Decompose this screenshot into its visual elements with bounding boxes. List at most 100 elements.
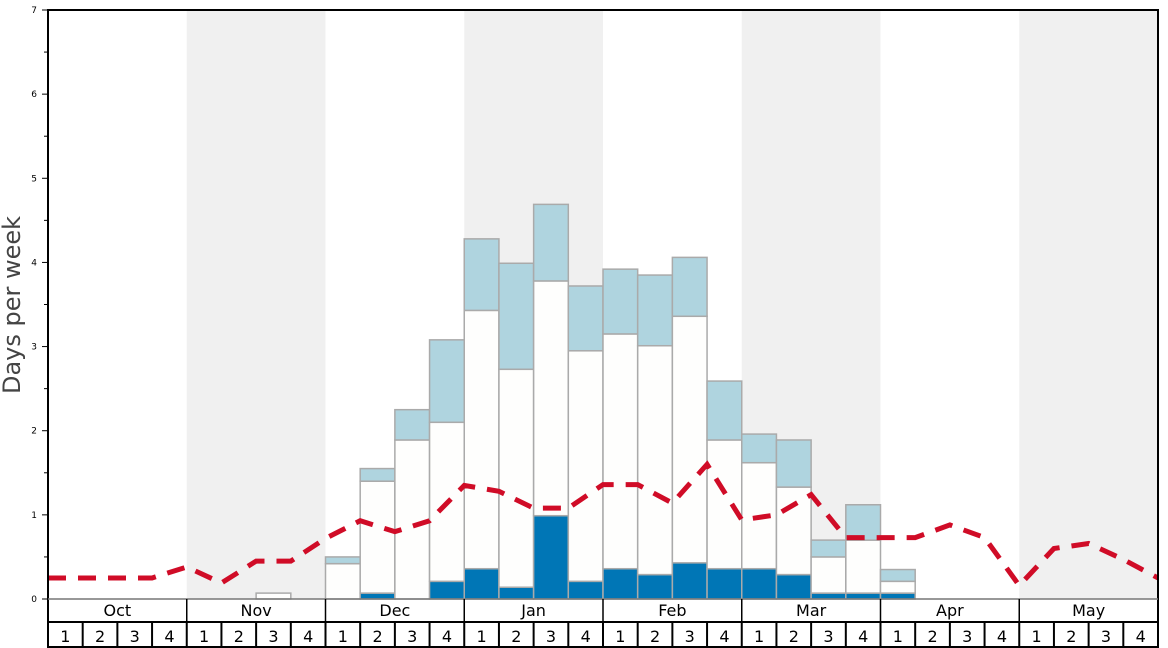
- week-label: 2: [511, 627, 521, 646]
- bar-bottom-segment: [810, 592, 847, 600]
- week-label: 1: [60, 627, 70, 646]
- week-label: 3: [546, 627, 556, 646]
- bar-bottom-segment: [498, 586, 535, 600]
- bar-bottom-segment: [636, 573, 674, 600]
- y-tick-label: 5: [31, 174, 37, 184]
- bar-middle-segment: [532, 280, 570, 517]
- bar-bottom-segment: [428, 580, 465, 600]
- week-label: 4: [858, 627, 868, 646]
- week-label: 3: [407, 627, 417, 646]
- bar-middle-segment: [879, 580, 916, 594]
- week-label: 1: [754, 627, 764, 646]
- week-label: 3: [962, 627, 972, 646]
- bar-middle-segment: [567, 350, 604, 583]
- bar-top-segment: [428, 339, 465, 424]
- bars: [255, 203, 916, 600]
- bar-middle-segment: [255, 592, 292, 600]
- bar-top-segment: [879, 568, 916, 583]
- y-tick-label: 4: [31, 258, 37, 268]
- week-label: 3: [823, 627, 833, 646]
- bar-middle-segment: [810, 556, 847, 594]
- week-label: 4: [303, 627, 313, 646]
- bar-top-segment: [810, 539, 847, 558]
- month-label-nov: Nov: [241, 601, 272, 620]
- week-label: 2: [789, 627, 799, 646]
- bar-bottom-segment: [741, 567, 778, 600]
- axes: 0 1 2 3 4 5 6 7 Oct 1 2 3 4 Nov 1 2 3 4 Dec 1 2 3 4 Jan 1 2 3 4 Feb 1…: [31, 6, 1159, 648]
- bar-bottom-segment: [671, 562, 708, 600]
- bar-middle-segment: [671, 315, 708, 564]
- week-label: 1: [1032, 627, 1042, 646]
- bar-top-segment: [706, 380, 743, 441]
- week-label: 2: [372, 627, 382, 646]
- bar-middle-segment: [394, 439, 431, 600]
- y-tick-label: 6: [31, 90, 37, 100]
- y-tick-label: 1: [31, 511, 37, 521]
- bar-top-segment: [359, 467, 396, 482]
- bar-bottom-segment: [532, 514, 570, 600]
- y-axis-label: Days per week: [0, 216, 26, 394]
- bar-middle-segment: [775, 486, 812, 576]
- bar-top-segment: [532, 203, 570, 282]
- bar-bottom-segment: [706, 567, 743, 600]
- y-tick-label: 7: [31, 6, 37, 16]
- bar-middle-segment: [463, 309, 500, 570]
- week-label: 4: [164, 627, 174, 646]
- y-tick-label: 3: [31, 343, 37, 353]
- y-tick-label: 0: [31, 595, 37, 605]
- month-label-feb: Feb: [658, 601, 686, 620]
- bar-top-segment: [671, 256, 708, 318]
- bar-top-segment: [741, 433, 778, 464]
- bar-middle-segment: [324, 562, 361, 600]
- bar-middle-segment: [359, 480, 396, 594]
- bar-top-segment: [463, 238, 500, 312]
- bar-top-segment: [394, 408, 431, 441]
- month-label-dec: Dec: [379, 601, 410, 620]
- average-line: [48, 460, 1160, 590]
- week-label: 2: [1066, 627, 1076, 646]
- month-label-mar: Mar: [796, 601, 827, 620]
- month-label-may: May: [1072, 601, 1105, 620]
- bar-top-segment: [567, 285, 604, 352]
- bar-bottom-segment: [567, 580, 604, 600]
- week-label: 4: [442, 627, 452, 646]
- bar-bottom-segment: [359, 592, 396, 600]
- week-label: 2: [927, 627, 937, 646]
- week-label: 3: [1101, 627, 1111, 646]
- bar-middle-segment: [498, 368, 535, 588]
- month-band-may: [1019, 10, 1158, 599]
- week-label: 2: [95, 627, 105, 646]
- week-label: 1: [338, 627, 348, 646]
- bar-top-segment: [324, 556, 361, 565]
- bar-top-segment: [775, 439, 812, 488]
- bar-middle-segment: [845, 539, 882, 594]
- bar-bottom-segment: [775, 573, 812, 600]
- bar-bottom-segment: [602, 567, 639, 600]
- bar-top-segment: [602, 268, 639, 335]
- month-label-oct: Oct: [104, 601, 132, 620]
- month-label-apr: Apr: [936, 601, 964, 620]
- y-tick-label: 2: [31, 427, 37, 437]
- bar-middle-segment: [602, 333, 639, 570]
- bar-middle-segment: [706, 439, 743, 570]
- month-label-jan: Jan: [520, 601, 546, 620]
- week-label: 1: [199, 627, 209, 646]
- average-line-path: [48, 460, 1160, 590]
- week-label: 1: [615, 627, 625, 646]
- bar-bottom-segment: [879, 592, 916, 600]
- week-label: 4: [719, 627, 729, 646]
- week-label: 1: [477, 627, 487, 646]
- month-band-nov: [186, 10, 326, 599]
- week-label: 2: [650, 627, 660, 646]
- bar-bottom-segment: [845, 592, 882, 600]
- bar-bottom-segment: [463, 567, 500, 600]
- week-label: 3: [268, 627, 278, 646]
- bar-top-segment: [636, 274, 674, 347]
- bar-top-segment: [845, 504, 882, 541]
- week-label: 3: [130, 627, 140, 646]
- week-label: 4: [997, 627, 1007, 646]
- week-label: 1: [893, 627, 903, 646]
- week-label: 3: [685, 627, 695, 646]
- week-label: 4: [1136, 627, 1146, 646]
